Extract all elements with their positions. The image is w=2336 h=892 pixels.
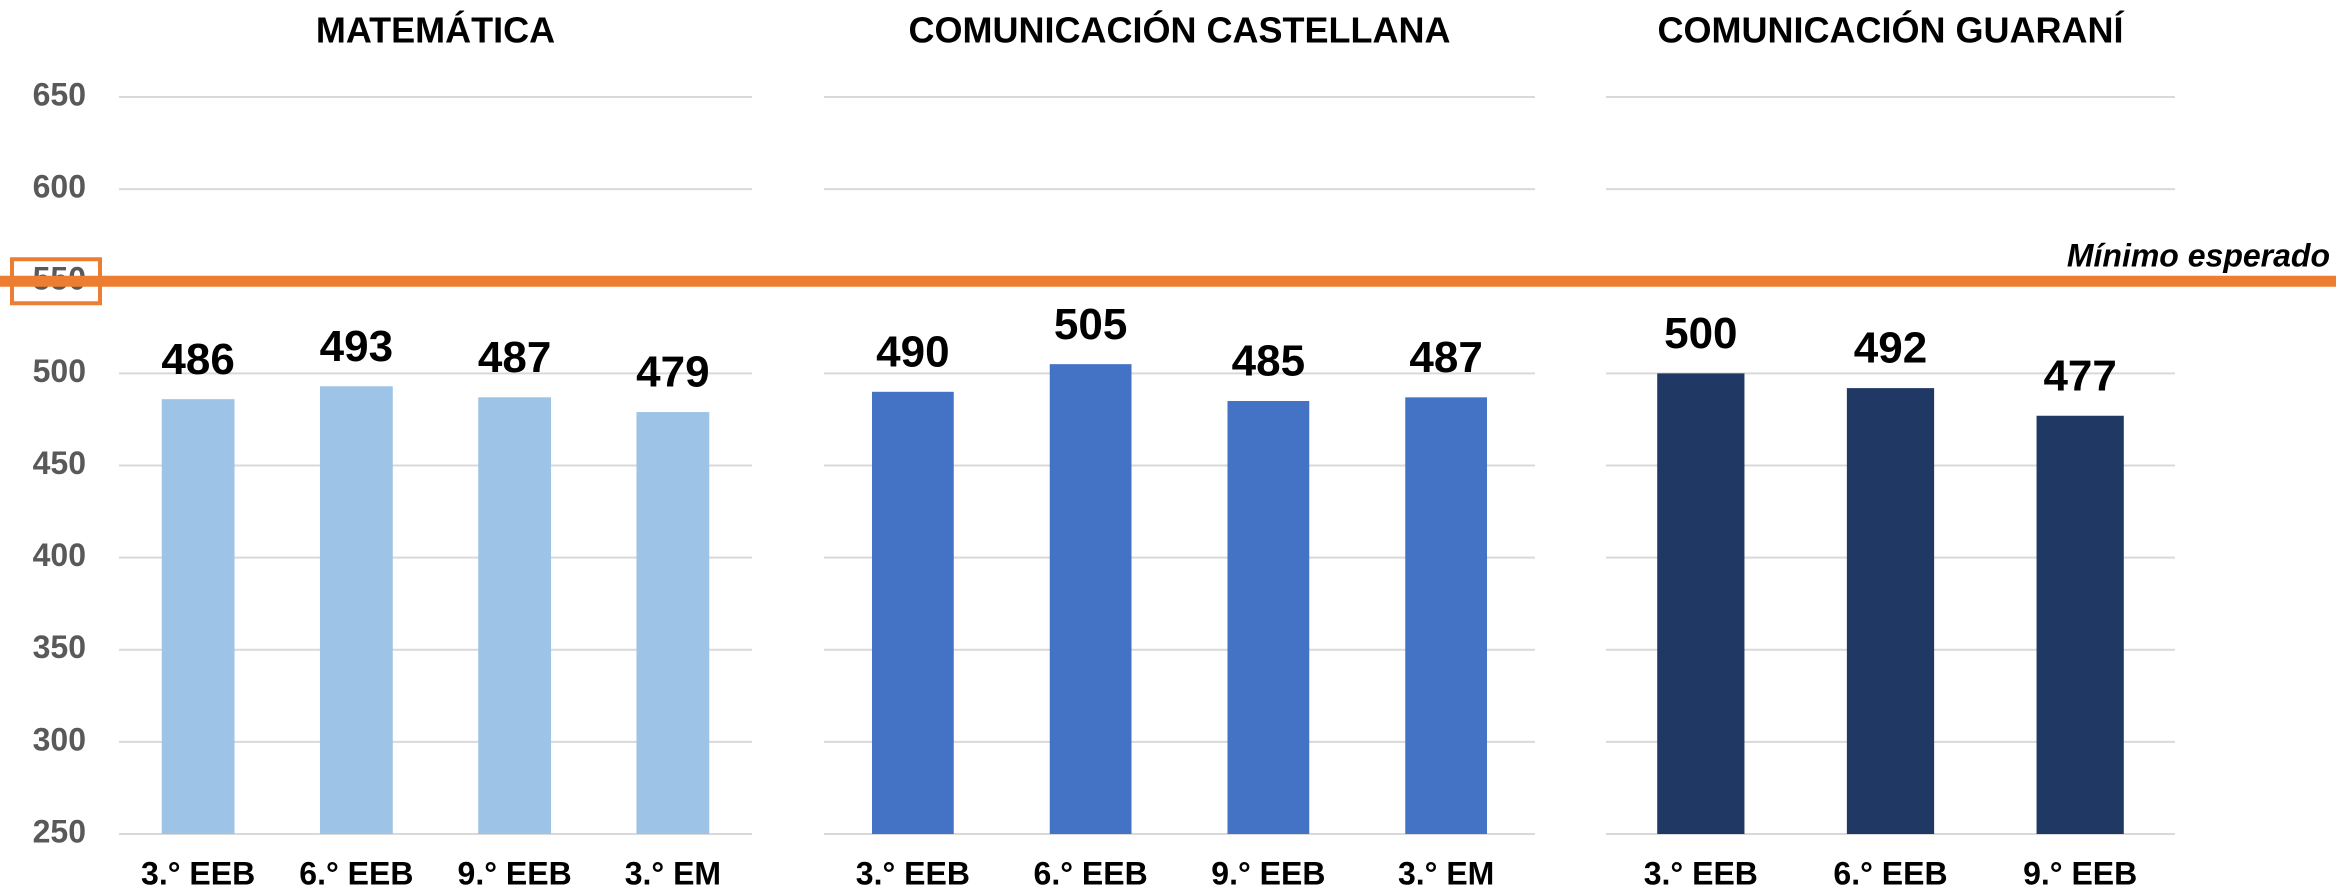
bar xyxy=(1227,401,1310,834)
reference-label: Mínimo esperado xyxy=(2067,238,2330,274)
bar xyxy=(1846,388,1935,834)
value-label: 479 xyxy=(636,348,709,397)
x-tick-label: 3.° EM xyxy=(625,855,721,891)
value-label: 490 xyxy=(876,327,949,376)
value-label: 486 xyxy=(161,335,234,384)
x-tick-label: 6.° EEB xyxy=(299,855,413,891)
bar xyxy=(636,412,710,834)
value-label: 493 xyxy=(320,322,393,371)
y-tick-label: 400 xyxy=(33,537,86,573)
bar xyxy=(319,386,393,834)
y-tick-label: 250 xyxy=(33,813,86,849)
value-label: 492 xyxy=(1854,324,1927,373)
bar xyxy=(2036,415,2124,834)
x-tick-label: 9.° EEB xyxy=(1211,855,1325,891)
x-tick-label: 6.° EEB xyxy=(1833,855,1947,891)
value-label: 505 xyxy=(1054,300,1127,349)
y-tick-label: 650 xyxy=(33,76,86,112)
value-label: 485 xyxy=(1232,337,1305,386)
bar xyxy=(1405,397,1488,834)
bar xyxy=(478,397,552,834)
value-label: 477 xyxy=(2043,351,2116,400)
x-tick-label: 3.° EEB xyxy=(1644,855,1758,891)
x-tick-label: 6.° EEB xyxy=(1034,855,1148,891)
value-label: 500 xyxy=(1664,309,1737,358)
bar xyxy=(871,391,954,834)
value-label: 487 xyxy=(1409,333,1482,382)
x-tick-label: 9.° EEB xyxy=(458,855,572,891)
x-tick-label: 3.° EEB xyxy=(856,855,970,891)
bar xyxy=(1049,364,1132,834)
y-tick-label: 500 xyxy=(33,353,86,389)
bar xyxy=(1657,373,1745,834)
x-tick-label: 3.° EM xyxy=(1398,855,1494,891)
y-tick-label: 350 xyxy=(33,629,86,665)
x-tick-label: 9.° EEB xyxy=(2023,855,2137,891)
panel-title: MATEMÁTICA xyxy=(316,10,555,51)
y-tick-label: 300 xyxy=(33,721,86,757)
value-label: 487 xyxy=(478,333,551,382)
bar xyxy=(161,399,235,834)
y-tick-label: 600 xyxy=(33,169,86,205)
x-tick-label: 3.° EEB xyxy=(141,855,255,891)
panel-title: COMUNICACIÓN CASTELLANA xyxy=(909,9,1451,51)
panel-title: COMUNICACIÓN GUARANÍ xyxy=(1658,9,2125,51)
y-tick-label: 450 xyxy=(33,445,86,481)
